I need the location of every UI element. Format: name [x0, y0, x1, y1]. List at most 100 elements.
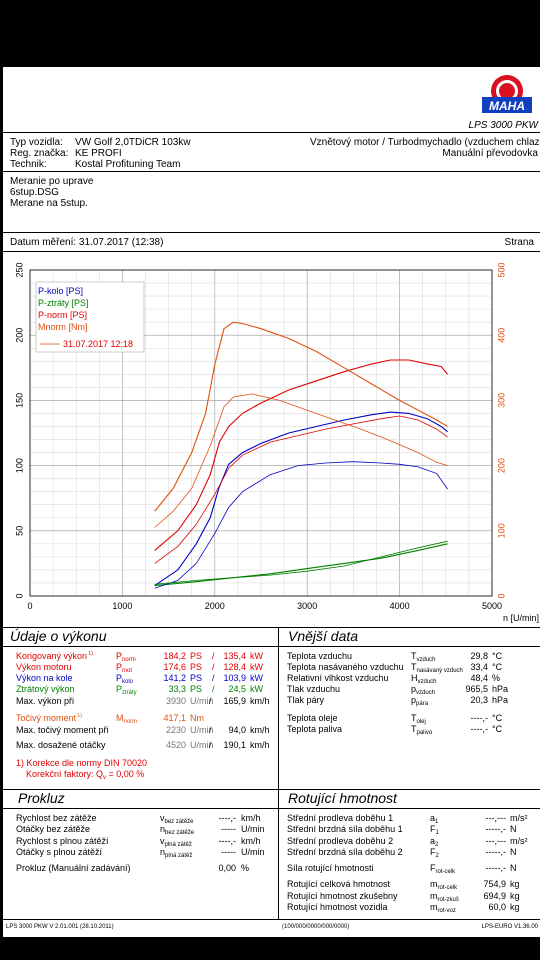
footer-center: (100/000/0000/000/0000)	[282, 924, 350, 930]
mass-label: Střední prodleva doběhu 2	[287, 836, 394, 846]
symbol: Tnasávaný vzduch	[411, 662, 463, 674]
series-line	[154, 393, 448, 528]
external-value: 965,5	[465, 684, 488, 694]
external-value: 48,4	[470, 673, 488, 683]
perf-value: 24,5	[228, 684, 246, 694]
report-page	[3, 67, 540, 937]
symbol: F1	[430, 824, 439, 836]
symbol: Pztráty	[116, 684, 137, 696]
slip-value: -----	[221, 847, 236, 857]
slip-label: Prokluz (Manuální zadávání)	[16, 863, 131, 873]
mass-label: Síla rotující hmotnosti	[287, 863, 374, 873]
symbol: Hvzduch	[411, 673, 437, 685]
perf-label: Výkon motoru	[16, 662, 72, 672]
mass-value: -----,-	[485, 824, 506, 834]
perf-separator: /	[209, 740, 212, 750]
divider	[3, 808, 540, 809]
perf-unit: kW	[250, 651, 263, 661]
symbol: mrot-celk	[430, 879, 458, 891]
x-tick-label: 4000	[390, 601, 410, 611]
y-left-tick-label: 0	[14, 593, 24, 598]
mass-value: -----,-	[485, 847, 506, 857]
symbol: F2	[430, 847, 439, 859]
external-value: ----,-	[470, 724, 489, 734]
model-name: LPS 3000 PKW	[468, 120, 538, 131]
perf-unit: U/min	[190, 740, 214, 750]
perf-value: 190,1	[223, 740, 246, 750]
series-line	[154, 359, 449, 551]
footer-right: LPS-EURO V1.36.00	[481, 924, 538, 930]
perf-unit: kW	[250, 673, 263, 683]
external-label: Tlak vzduchu	[287, 684, 341, 694]
divider	[3, 789, 540, 790]
external-unit: hPa	[492, 684, 509, 694]
power-curve-chart: 0 1000 2000 3000 4000 5000 0 50 100 150 200 250 0 100…	[14, 262, 539, 623]
y-right-tick-label: 400	[496, 328, 506, 343]
mass-value: ---,---	[485, 836, 506, 846]
external-value: ----,-	[470, 713, 489, 723]
external-value: 33,4	[470, 662, 488, 672]
mass-label: Střední brzdná síla doběhu 1	[287, 824, 403, 834]
legend-entry: 31.07.2017 12:18	[63, 339, 133, 349]
mass-value: 60,0	[488, 902, 506, 912]
x-tick-label: 5000	[482, 601, 502, 611]
perf-value: 103,9	[223, 673, 246, 683]
x-tick-label: 0	[27, 601, 32, 611]
slip-value: 0,00	[218, 863, 236, 873]
perf-value: 417,1	[163, 713, 186, 723]
symbol: Pkolo	[116, 673, 134, 685]
y-right-tick-label: 100	[496, 523, 506, 538]
mass-label: Rotující hmotnost zkušebny	[287, 891, 398, 901]
legend-entry: P-norm [PS]	[38, 310, 87, 320]
external-unit: °C	[492, 662, 503, 672]
external-label: Teplota nasávaného vzduchu	[287, 662, 404, 672]
mass-label: Střední prodleva doběhu 1	[287, 813, 394, 823]
correction-factor: Korekční faktory: Qv = 0,00 %	[26, 769, 145, 781]
y-left-tick-label: 200	[14, 328, 24, 343]
perf-unit: PS	[190, 673, 203, 683]
series-line	[154, 543, 448, 587]
symbol: Frot-celk	[430, 863, 456, 875]
gearbox-type: Manuální převodovka	[442, 148, 538, 159]
external-unit: hPa	[492, 695, 509, 705]
note-line: Merane na 5stup.	[10, 198, 88, 209]
slip-value: -----	[221, 824, 236, 834]
mass-unit: kg	[510, 879, 520, 889]
perf-unit: PS	[190, 662, 203, 672]
divider	[3, 232, 540, 233]
slip-value: ----,-	[218, 813, 237, 823]
mass-unit: kg	[510, 891, 520, 901]
perf-value: 165,9	[223, 696, 246, 706]
divider	[3, 251, 540, 252]
perf-unit: km/h	[250, 696, 270, 706]
perf-separator: /	[212, 651, 215, 661]
perf-value: 2230	[165, 725, 186, 735]
section-title-rotating-mass: Rotující hmotnost	[288, 790, 397, 806]
external-label: Teplota oleje	[287, 713, 338, 723]
divider	[3, 171, 540, 172]
divider	[3, 132, 540, 133]
symbol: nplná zátěž	[160, 847, 193, 859]
perf-unit: kW	[250, 662, 263, 672]
perf-value: 94,0	[228, 725, 246, 735]
x-tick-label: 3000	[297, 601, 317, 611]
y-right-tick-label: 500	[496, 262, 506, 277]
perf-label: Výkon na kole	[16, 673, 73, 683]
perf-unit: km/h	[250, 740, 270, 750]
perf-value: 184,2	[163, 651, 186, 661]
series-line	[154, 415, 448, 564]
symbol: Pmot	[116, 662, 133, 674]
divider	[278, 627, 279, 789]
perf-separator: /	[209, 696, 212, 706]
legend-entry: P-kolo [PS]	[38, 286, 83, 296]
x-tick-label: 2000	[205, 601, 225, 611]
symbol: a1	[430, 813, 439, 825]
perf-value: 174,6	[163, 662, 186, 672]
note-line: 6stup.DSG	[10, 187, 59, 198]
series-line	[154, 540, 448, 585]
external-unit: °C	[492, 724, 503, 734]
perf-unit: U/min	[190, 725, 214, 735]
section-title-external: Vnější data	[288, 628, 359, 644]
section-title-slip: Prokluz	[18, 790, 65, 806]
x-axis-label: n [U/min]	[503, 613, 539, 623]
